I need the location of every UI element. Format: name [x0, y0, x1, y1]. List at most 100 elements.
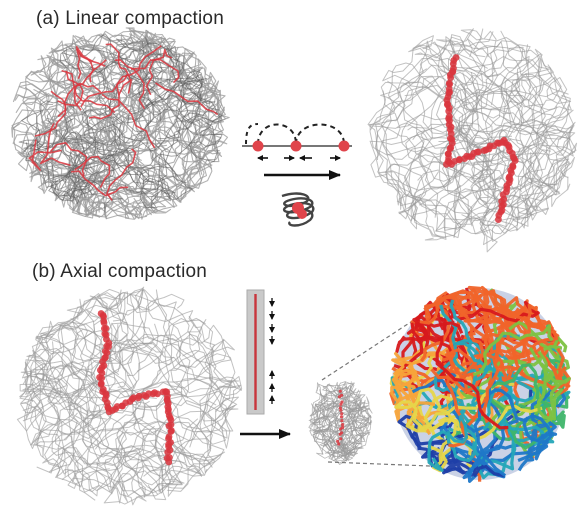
- axis-bead: [339, 437, 343, 441]
- chromatin-strand: [74, 155, 111, 188]
- chromatin-strand: [322, 420, 368, 461]
- chromatin-strand: [411, 41, 521, 222]
- chromatin-strand: [104, 37, 185, 144]
- chromatin-strand: [506, 64, 575, 157]
- chromatin-strand: [309, 386, 366, 417]
- compaction-axis-icon: [246, 289, 275, 415]
- axis-bead: [341, 423, 345, 427]
- chromatin-strand: [70, 318, 238, 433]
- chromatin-strand: [73, 59, 107, 111]
- chromatin-strand: [393, 320, 464, 370]
- chromatin-strand: [313, 382, 361, 453]
- chromatin-strand: [309, 387, 361, 423]
- chromatin-strand: [88, 78, 133, 120]
- chromatin-strand: [108, 292, 212, 398]
- chromatin-strand: [394, 387, 442, 429]
- chromatin-strand: [474, 294, 557, 334]
- chromatin-strand: [419, 43, 503, 235]
- chromatin-strand: [23, 342, 141, 395]
- chromatin-strand: [504, 341, 561, 364]
- chromatin-strand: [40, 123, 71, 166]
- chromatin-strand: [447, 396, 479, 463]
- chromatin-strand: [69, 132, 164, 199]
- chromatin-strand: [132, 73, 216, 140]
- chromatin-strand: [38, 324, 234, 432]
- chromatin-strand: [537, 350, 571, 425]
- zoom-guide-top: [321, 315, 421, 381]
- chromatin-strand: [517, 420, 553, 472]
- axis-bead: [164, 448, 172, 456]
- chromatin-strand: [87, 319, 240, 411]
- chromatin-strand: [20, 390, 202, 477]
- axis-bead: [101, 325, 108, 332]
- chromatin-strand: [412, 53, 552, 153]
- chromatin-strand: [22, 370, 102, 501]
- chromatin-strand: [66, 289, 225, 378]
- chromatin-strand: [145, 48, 173, 96]
- chromatin-strand: [29, 137, 95, 219]
- chromatin-strand: [419, 303, 485, 362]
- chromatin-strand: [311, 381, 358, 457]
- chromatin-strand: [393, 369, 415, 423]
- axis-bead: [339, 427, 343, 431]
- chromatin-strand: [473, 373, 507, 477]
- chromatin-strand: [313, 405, 365, 462]
- chromatin-strand: [101, 93, 156, 149]
- chromatin-strand: [128, 70, 207, 189]
- chromatin-strand: [319, 389, 358, 457]
- chromatin-strand: [25, 350, 199, 494]
- chromatin-strand: [385, 36, 469, 208]
- chromatin-strand: [36, 418, 185, 497]
- axis-bead: [447, 74, 454, 82]
- chromatin-strand: [117, 315, 232, 388]
- chromatin-strand: [308, 401, 371, 432]
- chromatin-globule-initial: [11, 27, 230, 220]
- chromatin-strand: [19, 341, 111, 426]
- chromatin-strand: [437, 404, 543, 442]
- chromatin-strand: [403, 135, 538, 221]
- chromatin-strand: [80, 73, 129, 108]
- chromatin-strand: [377, 134, 523, 238]
- chromatin-strand: [12, 56, 96, 175]
- axis-bead: [336, 439, 340, 443]
- axis-bead: [339, 415, 344, 419]
- chromatin-strand: [28, 139, 62, 171]
- axis-bead: [445, 107, 453, 115]
- chromatin-globule-colored-domains: [389, 285, 571, 483]
- chromatin-strand: [470, 138, 575, 220]
- chromatin-strand: [116, 421, 208, 501]
- chromatin-strand: [508, 320, 570, 392]
- chromatin-strand: [86, 135, 228, 214]
- chromatin-strand: [419, 293, 489, 353]
- chromatin-strand: [115, 45, 162, 96]
- chromatin-strand: [488, 58, 569, 232]
- chromatin-strand: [488, 388, 553, 460]
- chromatin-strand: [75, 48, 106, 80]
- chromatin-strand: [114, 59, 146, 110]
- chromatin-strand: [155, 82, 219, 116]
- panel-b-title: (b) Axial compaction: [32, 261, 208, 282]
- chromatin-strand: [473, 28, 574, 130]
- chromatin-strand: [528, 347, 563, 421]
- chromatin-strand: [489, 289, 554, 331]
- chromatin-strand: [522, 337, 571, 388]
- chromatin-strand: [79, 38, 204, 85]
- chromatin-strand: [439, 408, 522, 457]
- chromatin-strand: [138, 65, 219, 163]
- axis-bead: [154, 390, 161, 398]
- chromatin-strand: [435, 336, 509, 430]
- chromatin-strand: [470, 72, 572, 229]
- chromatin-strand: [454, 46, 543, 113]
- chromatin-strand: [333, 381, 361, 418]
- chromatin-strand: [37, 56, 227, 136]
- chromatin-strand: [189, 353, 243, 448]
- axis-bead: [495, 216, 502, 224]
- axis-bead: [338, 389, 342, 393]
- chromatin-strand: [57, 70, 84, 107]
- chromatin-strand: [21, 110, 73, 199]
- chromatin-strand: [403, 39, 458, 189]
- loop-extrusion-icon: [242, 123, 352, 161]
- chromatin-strand: [35, 339, 161, 449]
- axis-bead: [100, 319, 108, 327]
